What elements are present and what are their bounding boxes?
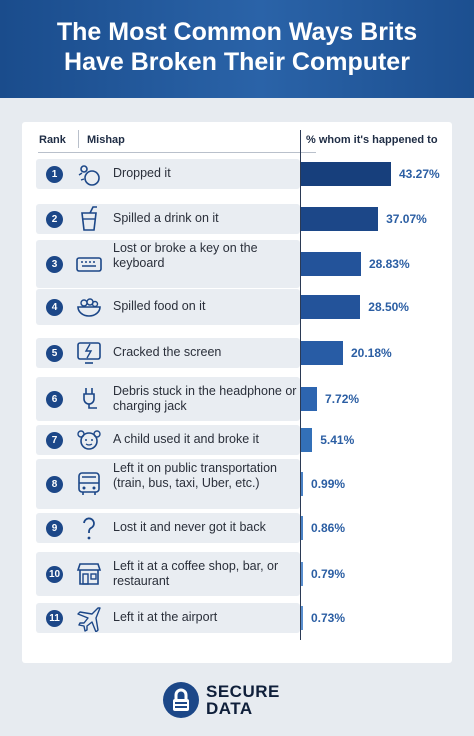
page-title: The Most Common Ways Brits Have Broken T… (0, 0, 474, 77)
value-label: 43.27% (399, 167, 440, 181)
rank-badge: 2 (46, 210, 63, 228)
rank-badge: 9 (46, 519, 63, 537)
value-label: 28.83% (368, 257, 410, 271)
table-row: 3 Lost or broke a key on the keyboard (36, 240, 300, 288)
child-icon (77, 430, 101, 450)
table-row: 10 Left it at a coffee shop, bar, or rest… (36, 552, 300, 596)
header-rule (38, 152, 316, 153)
table-row: 6 Debris stuck in the headphone or chargi… (36, 377, 300, 421)
secure-data-logo: SECURE DATA (162, 680, 322, 720)
table-row: 8 Left it on public transportation (train… (36, 459, 300, 509)
title-line-1: The Most Common Ways Brits (56, 18, 418, 46)
chart-card: Rank Mishap % whom it's happened to 1 Dro… (22, 122, 452, 663)
header-divider (78, 130, 79, 148)
mishap-label: Debris stuck in the headphone or chargin… (113, 383, 297, 414)
table-row: 9 Lost it and never got it back (36, 513, 300, 543)
rank-column-header: Rank (39, 134, 66, 146)
mishap-label: Spilled food on it (113, 299, 206, 314)
bar (301, 428, 313, 452)
table-row: 11 Left it at the airport (36, 603, 300, 633)
table-row: 2 Spilled a drink on it (36, 204, 300, 234)
drink-icon (81, 206, 97, 231)
table-row: 7 A child used it and broke it (36, 425, 300, 455)
airplane-icon (77, 607, 101, 632)
mishap-label: Left it at a coffee shop, bar, or restau… (113, 558, 279, 589)
bar (301, 295, 361, 319)
value-label: 0.86% (311, 521, 346, 535)
charging-plug-icon (83, 388, 97, 409)
mishap-column-header: Mishap (87, 134, 125, 146)
value-label: 37.07% (386, 212, 427, 226)
value-label: 0.79% (311, 567, 346, 581)
value-label: 0.99% (311, 477, 346, 491)
bus-icon (78, 472, 100, 495)
value-label: 20.18% (350, 346, 392, 360)
rank-badge: 6 (46, 390, 63, 408)
mishap-label: Cracked the screen (113, 345, 222, 360)
mishap-label: Left it at the airport (113, 610, 218, 625)
percent-column-header: % whom it's happened to (306, 134, 438, 146)
table-row: 5 Cracked the screen (36, 338, 300, 368)
table-row: 4 Spilled food on it (36, 289, 300, 325)
bar (301, 516, 303, 540)
bar (301, 387, 318, 411)
rank-badge: 4 (46, 298, 63, 316)
rank-badge: 1 (46, 165, 63, 183)
mishap-label: Spilled a drink on it (113, 211, 219, 226)
storefront-icon (76, 563, 102, 585)
title-line-2: Have Broken Their Computer (64, 48, 410, 76)
bar (301, 252, 361, 276)
table-row: 1 Dropped it (36, 159, 300, 189)
keyboard-icon (76, 257, 102, 272)
value-label: 0.73% (311, 611, 346, 625)
rank-badge: 3 (46, 255, 63, 273)
mishap-label: Dropped it (113, 166, 171, 181)
bar (301, 162, 391, 186)
cracked-screen-icon (77, 342, 101, 364)
header-banner: The Most Common Ways Brits Have Broken T… (0, 0, 474, 98)
rank-badge: 10 (46, 565, 63, 583)
mishap-label: Lost or broke a key on the keyboard (113, 240, 258, 271)
value-label: 28.50% (368, 300, 409, 314)
bar (301, 606, 303, 630)
mishap-label: Left it on public transportation (train,… (113, 460, 277, 491)
bar (301, 562, 303, 586)
food-bowl-icon (77, 298, 101, 317)
question-mark-icon (83, 517, 95, 540)
bar (301, 207, 379, 231)
shield-lock-icon (163, 682, 199, 718)
value-label: 5.41% (320, 433, 355, 447)
bar-axis (300, 130, 301, 640)
rank-badge: 11 (46, 609, 63, 627)
mishap-label: Lost it and never got it back (113, 520, 266, 535)
drop-icon (78, 165, 100, 186)
rank-badge: 5 (46, 344, 63, 362)
rank-badge: 8 (46, 475, 63, 493)
value-label: 7.72% (325, 392, 360, 406)
rank-badge: 7 (46, 431, 63, 449)
mishap-label: A child used it and broke it (113, 432, 259, 447)
brand-name: SECURE DATA (206, 682, 280, 718)
bar (301, 341, 343, 365)
bar (301, 472, 304, 496)
